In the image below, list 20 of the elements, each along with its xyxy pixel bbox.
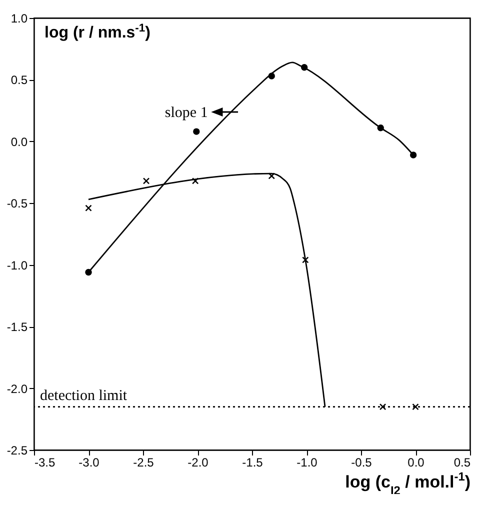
- y-axis-title: log (r / nm.s$^{-1}$): [44, 22, 150, 42]
- y-tick-label: 1.0: [10, 12, 28, 26]
- x-tick-label: 0.5: [454, 456, 471, 470]
- y-tick-label: -1.0: [6, 258, 28, 272]
- y-tick-label: 0.5: [10, 73, 28, 88]
- y-tick-label: 0.0: [10, 134, 28, 149]
- x-tick-label: -3.5: [34, 456, 56, 470]
- x-tick-label: -1.0: [296, 456, 318, 470]
- annotation: slope 1: [164, 104, 208, 121]
- y-tick-label: -2.5: [6, 444, 28, 458]
- x-tick-label: -1.5: [242, 456, 264, 470]
- x-tick-label: -3.0: [78, 456, 100, 470]
- y-tick-label: -0.5: [6, 196, 28, 211]
- ref-line-label: detection limit: [40, 388, 128, 404]
- x-tick-label: -2.5: [133, 456, 154, 470]
- y-tick-label: -1.5: [6, 320, 28, 334]
- x-tick-label: 0.0: [408, 456, 425, 470]
- x-tick-label: -2.0: [188, 456, 209, 470]
- x-tick-label: -0.5: [351, 456, 372, 470]
- y-tick-label: -2.0: [6, 382, 28, 396]
